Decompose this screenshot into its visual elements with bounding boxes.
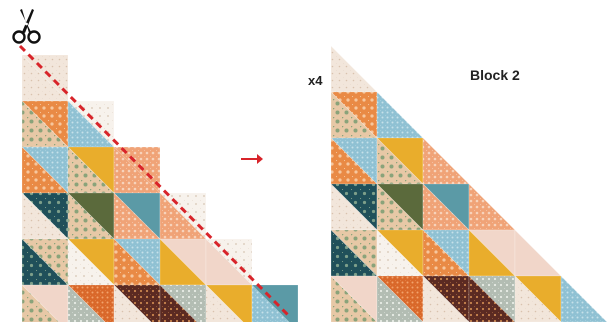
block-title: Block 2 — [470, 67, 520, 83]
left-cut-2-2 — [113, 146, 161, 194]
multiplier-label: x4 — [308, 73, 323, 88]
left-cut-1-1 — [67, 100, 115, 148]
left-cell-5-0-lower — [21, 284, 65, 327]
left-cut-4-4 — [205, 238, 253, 286]
left-cell-5-4-lower — [205, 284, 249, 327]
left-cut-0-0 — [21, 54, 69, 102]
right-edge-4-4 — [514, 229, 562, 277]
right-edge-0-0 — [330, 45, 378, 93]
cut-line — [18, 44, 293, 320]
left-cut-3-3 — [159, 192, 207, 240]
arrow-right-icon — [241, 154, 263, 164]
right-edge-2-2 — [422, 137, 470, 185]
right-edge-3-3 — [468, 183, 516, 231]
left-cell-5-1-lower — [67, 284, 111, 327]
left-cut-5-5 — [251, 284, 299, 327]
right-edge-5-5 — [560, 275, 608, 323]
scissors-icon — [12, 9, 41, 44]
left-cell-5-3-lower — [159, 284, 203, 327]
right-edge-1-1 — [376, 91, 424, 139]
left-cell-5-2-lower — [113, 284, 157, 327]
